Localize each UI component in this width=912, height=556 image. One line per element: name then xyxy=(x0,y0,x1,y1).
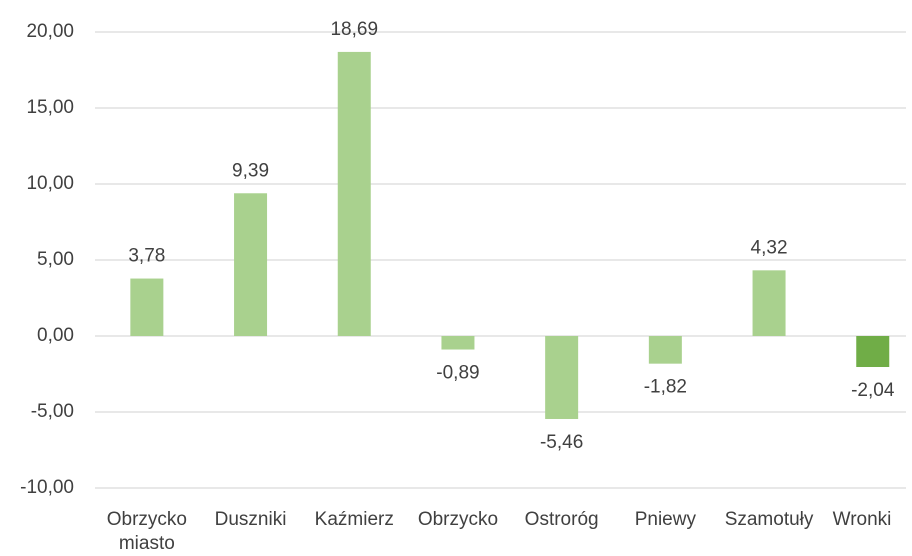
y-tick-label: 5,00 xyxy=(37,249,74,270)
bar xyxy=(337,51,371,337)
x-tick-label: Duszniki xyxy=(214,509,287,530)
y-tick-label: -5,00 xyxy=(31,401,74,422)
bar xyxy=(752,270,786,336)
bar xyxy=(856,336,890,368)
y-tick-label: 20,00 xyxy=(26,21,74,42)
bar xyxy=(441,336,475,350)
y-tick-label: 15,00 xyxy=(26,97,74,118)
y-tick-label: 0,00 xyxy=(37,325,74,346)
x-tick-label: Obrzycko xyxy=(417,509,499,530)
y-tick-label: 10,00 xyxy=(26,173,74,194)
bar xyxy=(545,336,579,419)
data-label: 18,69 xyxy=(330,19,378,40)
data-label: -5,46 xyxy=(540,432,583,453)
data-label: -2,04 xyxy=(851,380,895,401)
data-label: -1,82 xyxy=(644,377,687,398)
bar xyxy=(648,336,682,364)
y-tick-label: -10,00 xyxy=(20,477,74,498)
x-tick-label: Szamotuły xyxy=(724,509,814,530)
x-tick-label: Pniewy xyxy=(634,509,696,530)
data-label: 3,78 xyxy=(128,246,165,267)
x-tick-label: Kaźmierz xyxy=(314,509,394,530)
x-tick-label: Wronki xyxy=(832,509,892,530)
x-tick-label: Obrzycko miasto xyxy=(106,509,187,554)
data-label: 4,32 xyxy=(751,237,788,258)
x-tick-label: Ostroróg xyxy=(524,509,599,530)
data-label: 9,39 xyxy=(232,160,269,181)
bar xyxy=(130,278,164,336)
bar xyxy=(234,193,268,336)
data-label: -0,89 xyxy=(436,363,479,384)
